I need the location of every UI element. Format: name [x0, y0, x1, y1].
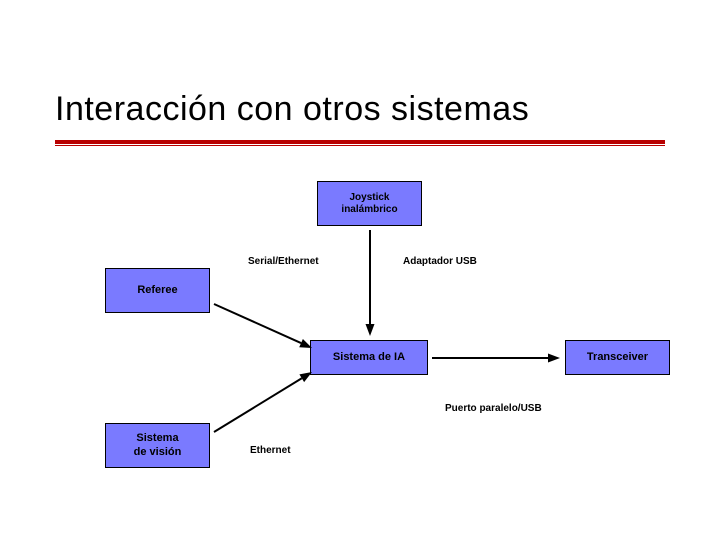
label-serial-ethernet: Serial/Ethernet: [248, 256, 319, 267]
label-ethernet: Ethernet: [250, 445, 291, 456]
node-transceiver-label: Transceiver: [587, 351, 648, 364]
node-vision: Sistemade visión: [105, 423, 210, 468]
node-sistema-ia: Sistema de IA: [310, 340, 428, 375]
node-joystick-label: Joystickinalámbrico: [341, 192, 397, 216]
node-vision-label: Sistemade visión: [134, 432, 182, 458]
node-joystick: Joystickinalámbrico: [317, 181, 422, 226]
title-underline: [55, 140, 665, 146]
node-sistema-ia-label: Sistema de IA: [333, 351, 405, 364]
node-referee: Referee: [105, 268, 210, 313]
node-referee-label: Referee: [137, 284, 177, 297]
label-puerto-paralelo: Puerto paralelo/USB: [445, 403, 542, 414]
slide-title: Interacción con otros sistemas: [55, 90, 529, 129]
node-transceiver: Transceiver: [565, 340, 670, 375]
label-adaptador-usb: Adaptador USB: [403, 256, 477, 267]
slide: Interacción con otros sistemas Joysticki…: [0, 0, 720, 540]
